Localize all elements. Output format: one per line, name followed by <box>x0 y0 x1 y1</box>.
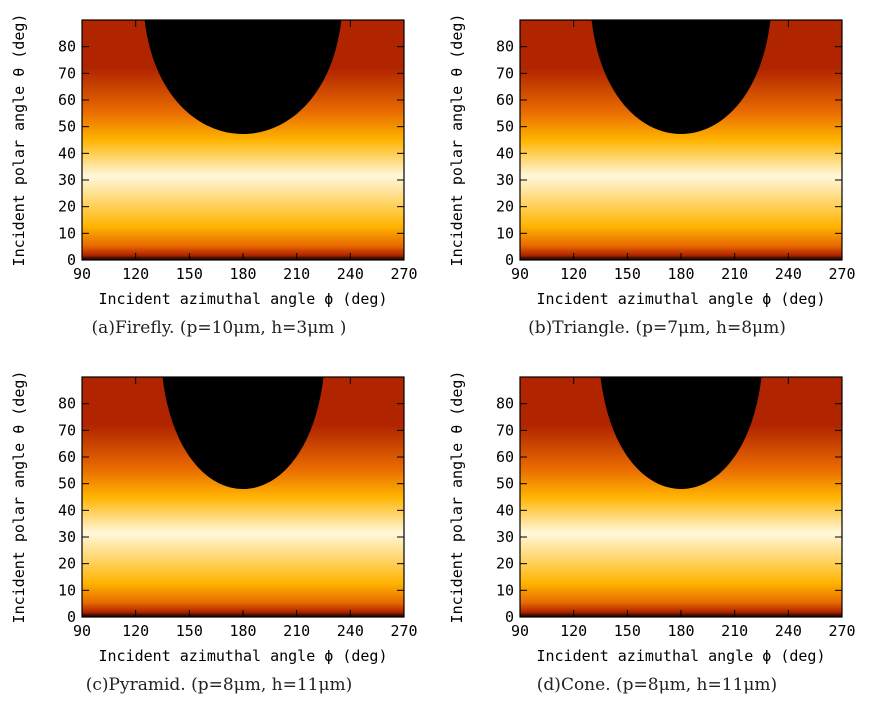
y-tick-label: 30 <box>496 528 514 546</box>
x-tick-label: 150 <box>614 622 641 640</box>
panel-caption: (d)Cone. (p=8μm, h=11μm) <box>536 675 778 695</box>
x-tick-label: 180 <box>667 622 694 640</box>
x-axis-label: Incident azimuthal angle ϕ (deg) <box>99 290 388 308</box>
heatmap-panel: 90 120 150 180 210 240 270 0 10 20 30 40 50 60 70 80 Inc… <box>438 357 876 713</box>
y-tick-label: 60 <box>496 448 514 466</box>
x-tick-label: 240 <box>775 265 802 283</box>
heatmap-panel: 90 120 150 180 210 240 270 0 10 20 30 40 50 60 70 80 Inc… <box>0 357 438 713</box>
x-tick-label: 240 <box>775 622 802 640</box>
panel-caption: (a)Firefly. (p=10μm, h=3μm ) <box>91 318 347 338</box>
y-tick-label: 80 <box>496 395 514 413</box>
y-tick-label: 10 <box>496 224 514 242</box>
heatmap-svg: 90 120 150 180 210 240 270 0 10 20 30 40 50 60 70 80 Inc… <box>448 14 856 308</box>
y-tick-label: 60 <box>58 91 76 109</box>
heatmap-svg: 90 120 150 180 210 240 270 0 10 20 30 40 50 60 70 80 Inc… <box>10 371 418 665</box>
x-tick-label: 210 <box>283 265 310 283</box>
dark-shadow-region <box>600 377 762 489</box>
y-tick-label: 80 <box>496 38 514 56</box>
y-tick-label: 0 <box>505 251 514 269</box>
y-tick-label: 0 <box>67 608 76 626</box>
y-tick-label: 40 <box>58 501 76 519</box>
x-tick-label: 270 <box>828 622 855 640</box>
x-tick-label: 150 <box>614 265 641 283</box>
x-axis-label: Incident azimuthal angle ϕ (deg) <box>537 290 826 308</box>
heatmap-panel: 90 120 150 180 210 240 270 0 10 20 30 40 50 60 70 80 Inc… <box>438 0 876 356</box>
x-tick-label: 120 <box>122 622 149 640</box>
y-tick-label: 0 <box>505 608 514 626</box>
y-tick-label: 50 <box>58 118 76 136</box>
x-tick-label: 150 <box>176 265 203 283</box>
y-tick-label: 70 <box>496 64 514 82</box>
y-tick-label: 40 <box>496 144 514 162</box>
y-tick-label: 70 <box>58 421 76 439</box>
x-tick-label: 180 <box>229 265 256 283</box>
panel-caption: (c)Pyramid. (p=8μm, h=11μm) <box>85 675 353 695</box>
x-tick-label: 180 <box>229 622 256 640</box>
y-tick-label: 20 <box>58 198 76 216</box>
y-tick-label: 50 <box>496 475 514 493</box>
x-tick-label: 270 <box>390 265 417 283</box>
dark-shadow-region <box>591 20 771 134</box>
y-tick-label: 40 <box>58 144 76 162</box>
heatmap-svg: 90 120 150 180 210 240 270 0 10 20 30 40 50 60 70 80 Inc… <box>448 371 856 665</box>
y-tick-label: 20 <box>496 555 514 573</box>
x-tick-label: 90 <box>73 265 91 283</box>
x-tick-label: 210 <box>721 622 748 640</box>
x-tick-label: 120 <box>560 265 587 283</box>
heatmap-svg: 90 120 150 180 210 240 270 0 10 20 30 40 50 60 70 80 Inc… <box>10 14 418 308</box>
y-tick-label: 20 <box>496 198 514 216</box>
y-tick-label: 80 <box>58 395 76 413</box>
x-tick-label: 180 <box>667 265 694 283</box>
dark-shadow-region <box>162 377 324 489</box>
y-tick-label: 0 <box>67 251 76 269</box>
x-tick-label: 120 <box>560 622 587 640</box>
y-tick-label: 50 <box>496 118 514 136</box>
y-tick-label: 70 <box>58 64 76 82</box>
x-axis-label: Incident azimuthal angle ϕ (deg) <box>537 647 826 665</box>
y-tick-label: 30 <box>58 528 76 546</box>
dark-shadow-region <box>144 20 342 134</box>
x-tick-label: 240 <box>337 265 364 283</box>
x-tick-label: 120 <box>122 265 149 283</box>
y-axis-label: Incident polar angle θ (deg) <box>448 14 466 267</box>
y-tick-label: 20 <box>58 555 76 573</box>
y-tick-label: 10 <box>496 581 514 599</box>
x-tick-label: 90 <box>73 622 91 640</box>
y-tick-label: 80 <box>58 38 76 56</box>
panel-caption: (b)Triangle. (p=7μm, h=8μm) <box>528 318 786 338</box>
y-axis-label: Incident polar angle θ (deg) <box>448 371 466 624</box>
y-tick-label: 10 <box>58 224 76 242</box>
x-tick-label: 270 <box>390 622 417 640</box>
y-tick-label: 50 <box>58 475 76 493</box>
y-tick-label: 60 <box>496 91 514 109</box>
x-tick-label: 240 <box>337 622 364 640</box>
x-tick-label: 150 <box>176 622 203 640</box>
y-tick-label: 30 <box>58 171 76 189</box>
x-tick-label: 210 <box>721 265 748 283</box>
heatmap-panel: 90 120 150 180 210 240 270 0 10 20 30 40 50 60 70 80 Inc… <box>0 0 438 356</box>
x-tick-label: 90 <box>511 622 529 640</box>
y-axis-label: Incident polar angle θ (deg) <box>10 14 28 267</box>
x-tick-label: 210 <box>283 622 310 640</box>
y-tick-label: 40 <box>496 501 514 519</box>
y-tick-label: 30 <box>496 171 514 189</box>
x-tick-label: 270 <box>828 265 855 283</box>
y-tick-label: 60 <box>58 448 76 466</box>
x-tick-label: 90 <box>511 265 529 283</box>
y-tick-label: 70 <box>496 421 514 439</box>
x-axis-label: Incident azimuthal angle ϕ (deg) <box>99 647 388 665</box>
y-axis-label: Incident polar angle θ (deg) <box>10 371 28 624</box>
y-tick-label: 10 <box>58 581 76 599</box>
